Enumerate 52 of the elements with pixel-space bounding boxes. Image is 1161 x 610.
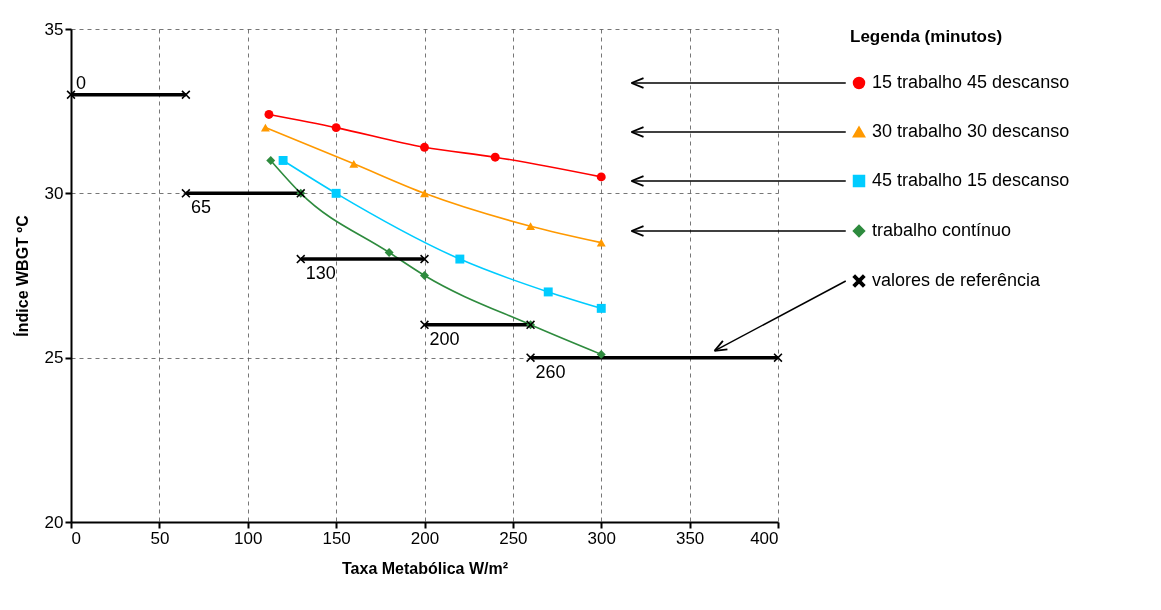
x-tick-label: 350 bbox=[675, 528, 705, 548]
x-tick-label: 200 bbox=[410, 528, 440, 548]
point bbox=[278, 155, 288, 165]
point bbox=[331, 123, 341, 133]
point bbox=[526, 222, 536, 231]
point bbox=[420, 189, 429, 198]
legend-label: 30 trabalho 30 descanso bbox=[872, 121, 1070, 141]
annotation: 260 bbox=[535, 361, 566, 382]
point bbox=[596, 172, 606, 182]
y-axis-title: Índice WBGT ºC bbox=[12, 214, 31, 337]
annotation: 130 bbox=[305, 263, 336, 284]
x-tick-label: 250 bbox=[499, 528, 528, 548]
y-tick-label: 30 bbox=[44, 183, 64, 203]
x-tick-label: 150 bbox=[322, 528, 351, 548]
point bbox=[455, 254, 465, 264]
x-tick-label: 50 bbox=[150, 528, 170, 548]
point bbox=[331, 188, 341, 198]
point bbox=[349, 159, 359, 168]
point bbox=[543, 287, 553, 297]
point bbox=[266, 155, 276, 165]
legend-label: valores de referência bbox=[872, 270, 1042, 290]
point bbox=[66, 90, 76, 100]
legend-title: Legenda (minutos) bbox=[850, 27, 1003, 46]
point bbox=[264, 109, 274, 119]
annotation: 200 bbox=[429, 328, 460, 349]
point bbox=[181, 90, 191, 100]
point bbox=[490, 152, 500, 162]
point bbox=[420, 142, 429, 152]
point bbox=[296, 254, 306, 264]
point bbox=[596, 349, 606, 359]
point bbox=[596, 238, 606, 247]
y-tick-label: 20 bbox=[44, 512, 64, 532]
x-tick-label: 0 bbox=[71, 528, 81, 548]
y-tick-label: 35 bbox=[44, 19, 64, 39]
annotation: 65 bbox=[190, 197, 211, 218]
point bbox=[420, 254, 429, 264]
x-tick-label: 400 bbox=[750, 528, 779, 548]
legend-label: 15 trabalho 45 descanso bbox=[872, 72, 1070, 92]
point bbox=[420, 271, 429, 280]
y-tick-label: 25 bbox=[44, 348, 64, 368]
point bbox=[526, 353, 536, 363]
annotation: 0 bbox=[76, 72, 87, 93]
legend-label: 45 trabalho 15 descanso bbox=[872, 170, 1070, 190]
point bbox=[420, 320, 429, 330]
x-axis-title: Taxa Metabólica W/m² bbox=[342, 559, 508, 577]
x-tick-label: 300 bbox=[587, 528, 616, 548]
point bbox=[181, 188, 191, 198]
legend-label: trabalho contínuo bbox=[872, 220, 1012, 240]
point bbox=[596, 303, 606, 313]
point bbox=[384, 248, 394, 257]
x-tick-label: 100 bbox=[234, 528, 263, 548]
point bbox=[773, 353, 783, 363]
